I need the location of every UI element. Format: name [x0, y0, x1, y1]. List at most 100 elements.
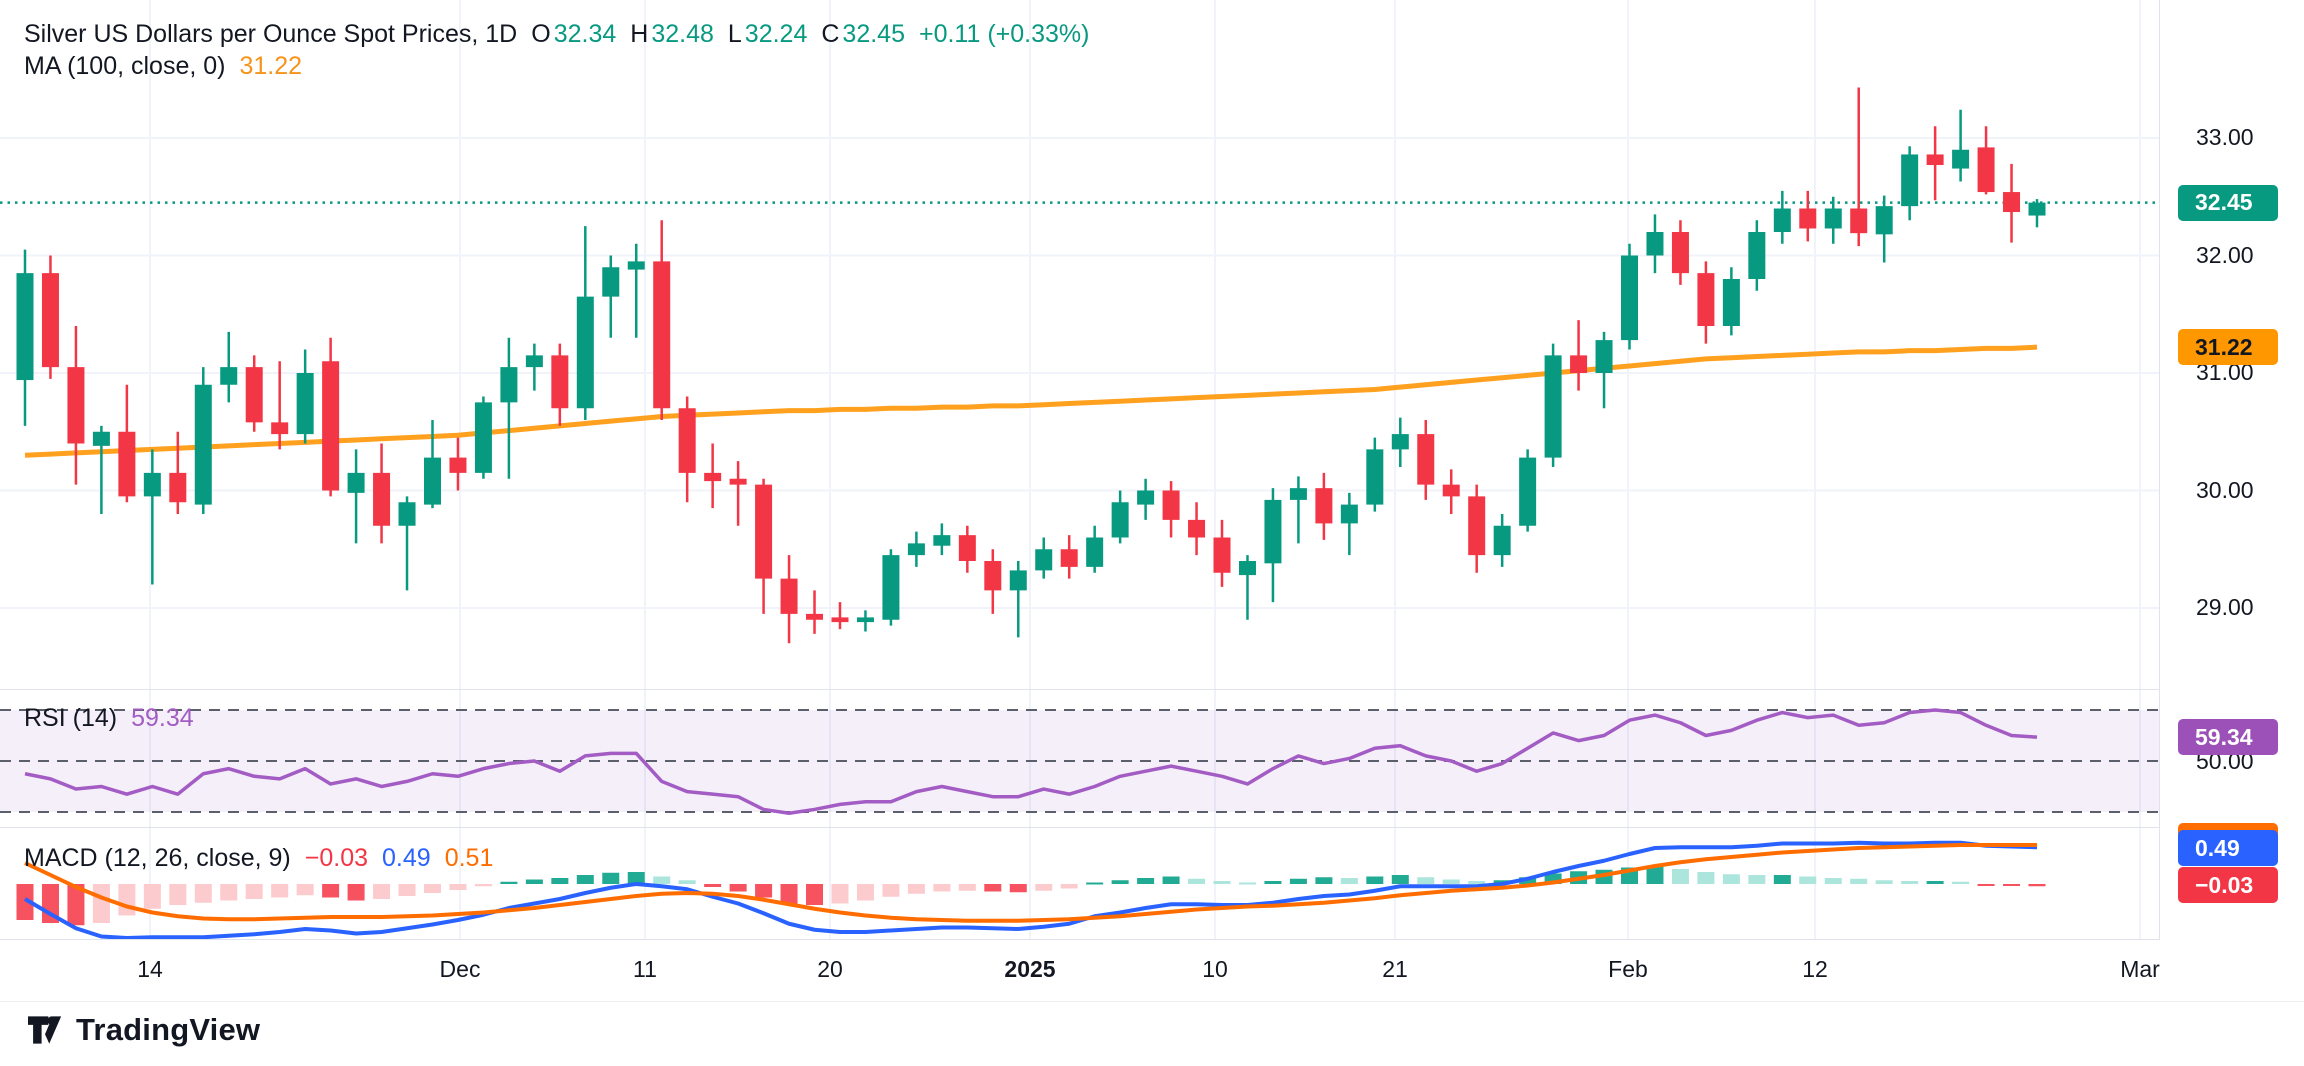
candle — [933, 535, 951, 546]
candle — [1748, 232, 1766, 279]
candle — [1850, 208, 1868, 234]
candle — [474, 402, 492, 473]
candle — [1264, 499, 1282, 564]
candle — [67, 367, 85, 444]
candle — [907, 543, 925, 556]
candle — [1621, 255, 1639, 341]
candle — [143, 472, 161, 497]
candle — [1391, 434, 1409, 450]
candle — [525, 355, 543, 368]
candle — [169, 472, 187, 503]
time-tick-label: 14 — [137, 956, 163, 982]
tradingview-logo-icon — [28, 1016, 62, 1044]
time-tick-label: 11 — [633, 956, 657, 982]
macd-histogram — [16, 866, 2046, 926]
chart-panes[interactable] — [0, 0, 2160, 940]
price-axis[interactable]: 33.00 32.00 31.00 30.00 29.00 32.45 31.22 50.00… — [2160, 0, 2304, 1002]
candle — [92, 431, 110, 446]
grid — [0, 0, 2160, 940]
candle — [1519, 457, 1537, 526]
time-tick-label: Mar — [2120, 956, 2160, 982]
time-axis[interactable]: 14 Dec 11 20 2025 10 21 Feb 12 Mar — [0, 940, 2304, 1002]
ohlc-open: O 32.34 — [531, 20, 617, 48]
candle — [1289, 488, 1307, 500]
candle — [449, 457, 467, 473]
candle — [322, 361, 340, 491]
price-change: +0.11 (+0.33%) — [918, 20, 1090, 48]
candle — [1671, 232, 1689, 274]
price-tick-label: 32.00 — [2196, 241, 2254, 268]
candle — [806, 613, 824, 620]
candle — [1060, 549, 1078, 567]
tradingview-logo[interactable]: TradingView — [26, 1012, 260, 1048]
symbol-title: Silver US Dollars per Ounce Spot Prices,… — [24, 20, 518, 48]
time-axis-border — [0, 1001, 2304, 1002]
candle — [678, 408, 696, 473]
candle — [1468, 496, 1486, 556]
tradingview-wordmark: TradingView — [76, 1012, 261, 1047]
candle — [958, 535, 976, 561]
time-tick-label: 10 — [1202, 956, 1228, 982]
macd-hist-badge: −0.03 — [2178, 867, 2278, 903]
candlestick-series[interactable] — [16, 87, 2046, 644]
price-tick-label: 29.00 — [2196, 594, 2254, 620]
candle — [1952, 149, 1970, 169]
candle — [1595, 340, 1613, 373]
candle — [1977, 147, 1995, 193]
rsi-line — [24, 708, 2038, 816]
candle — [551, 355, 569, 409]
candle — [194, 384, 212, 505]
candle — [41, 273, 59, 368]
macd-line-value: 0.49 — [382, 844, 431, 872]
candle — [118, 431, 136, 497]
candle — [1315, 488, 1333, 524]
symbol-legend: Silver US Dollars per Ounce Spot Prices,… — [24, 20, 1089, 49]
candle — [984, 561, 1002, 591]
ohlc-close: C 32.45 — [821, 20, 905, 48]
candle — [347, 472, 365, 493]
candle — [2003, 192, 2021, 213]
rsi-legend: RSI (14) 59.34 — [24, 704, 194, 733]
candle — [653, 261, 671, 409]
candle — [500, 367, 518, 403]
candle — [1697, 273, 1715, 326]
candle — [1188, 519, 1206, 538]
candle — [1213, 537, 1231, 573]
rsi-band — [0, 709, 2160, 813]
ma-label: MA (100, close, 0) — [24, 52, 226, 80]
candle — [1646, 232, 1664, 256]
rsi-value: 59.34 — [131, 704, 194, 732]
candle — [1799, 208, 1817, 229]
candle — [1773, 208, 1791, 232]
candle — [423, 457, 441, 505]
candle — [755, 484, 773, 579]
candle — [602, 267, 620, 297]
candle — [1162, 490, 1180, 520]
candle — [1009, 570, 1027, 591]
candle — [729, 478, 747, 485]
candle — [1442, 484, 1460, 497]
candle — [882, 555, 900, 620]
candle — [831, 617, 849, 623]
ohlc-high: H 32.48 — [630, 20, 714, 48]
ma-legend: MA (100, close, 0) 31.22 — [24, 52, 302, 81]
candle — [220, 367, 238, 385]
candle — [576, 296, 594, 409]
macd-label: MACD (12, 26, close, 9) — [24, 844, 291, 872]
price-tick-label: 33.00 — [2196, 124, 2254, 150]
pane-dividers — [0, 0, 2160, 940]
candle — [1137, 490, 1155, 505]
price-tick-label: 30.00 — [2196, 476, 2254, 503]
time-tick-label: Feb — [1608, 956, 1648, 982]
candle — [1493, 525, 1511, 556]
candle — [1824, 208, 1842, 229]
candle — [1544, 355, 1562, 458]
macd-legend: MACD (12, 26, close, 9) −0.03 0.49 0.51 — [24, 844, 493, 873]
candle — [704, 472, 722, 482]
candle — [1417, 434, 1435, 485]
macd-value-badge: 0.49 — [2178, 830, 2278, 867]
candle — [1111, 502, 1129, 538]
time-tick-label: Dec — [439, 956, 481, 982]
last-price-badge: 32.45 — [2178, 184, 2278, 221]
